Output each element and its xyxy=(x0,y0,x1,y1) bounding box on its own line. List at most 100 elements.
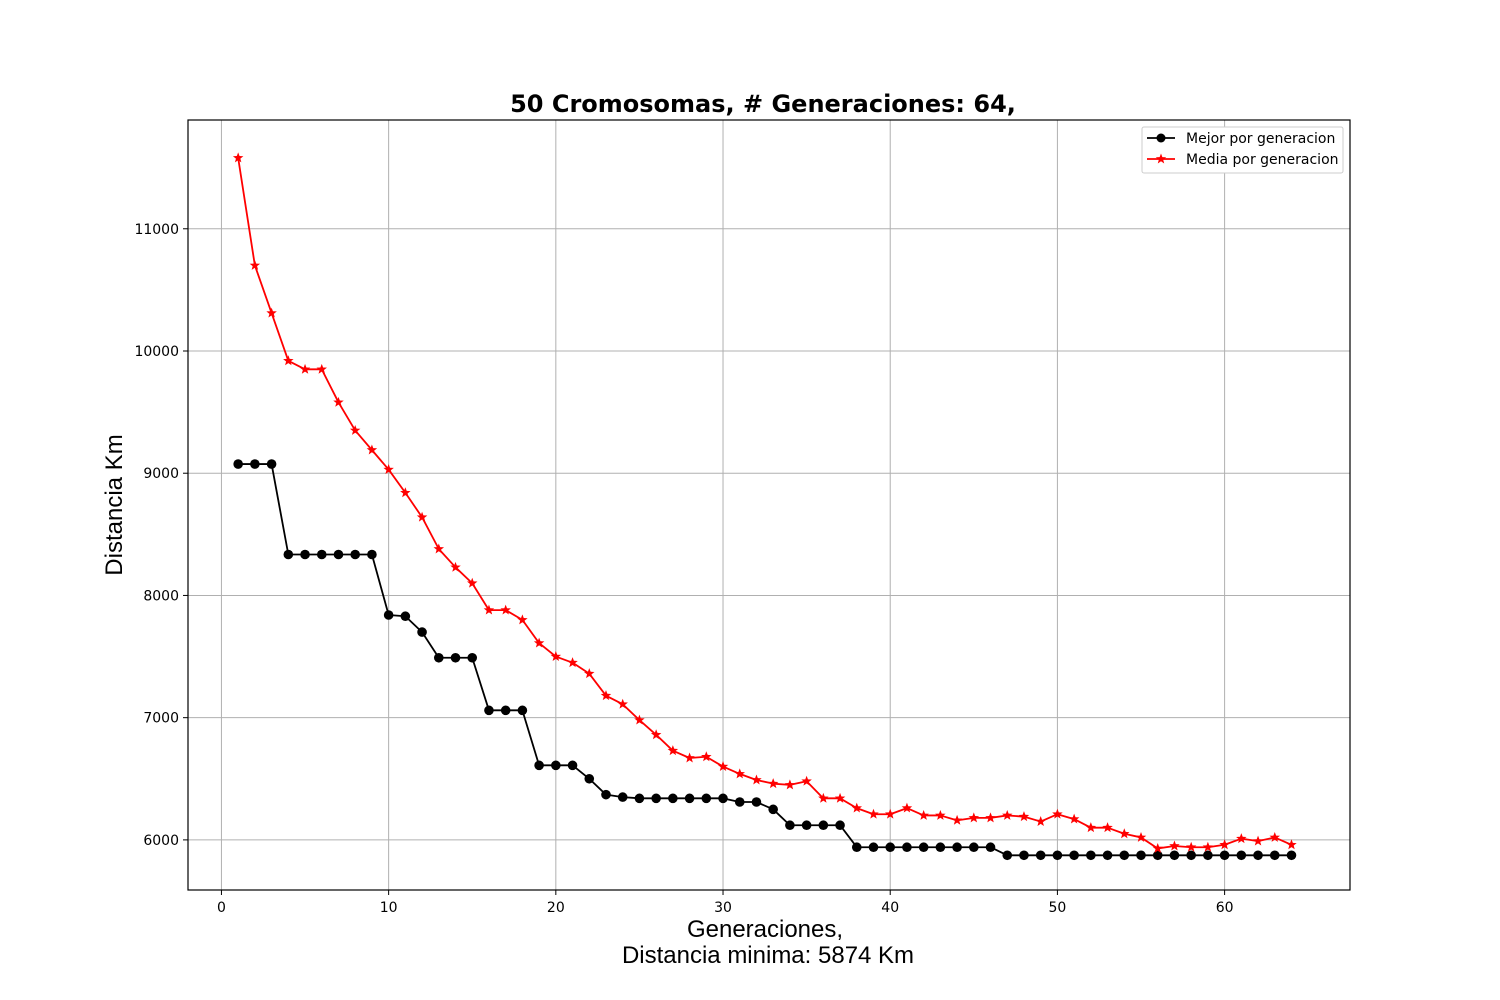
data-point-mean xyxy=(767,778,779,789)
data-point-mean xyxy=(968,812,980,823)
data-point-best xyxy=(1186,850,1196,861)
x-tick-label: 0 xyxy=(217,900,226,916)
data-point-mean xyxy=(249,259,261,270)
data-point-best xyxy=(801,820,812,831)
data-point-mean xyxy=(366,444,378,455)
data-point-mean xyxy=(400,487,411,498)
data-point-best xyxy=(868,842,879,853)
x-tick-label: 20 xyxy=(547,900,565,916)
data-point-best xyxy=(935,842,946,853)
data-point-mean xyxy=(550,651,562,662)
data-point-mean xyxy=(349,424,361,435)
data-point-best xyxy=(584,773,595,784)
data-point-best xyxy=(283,549,294,560)
data-point-mean xyxy=(751,774,762,785)
data-point-best xyxy=(316,549,327,560)
data-point-mean xyxy=(701,751,712,762)
y-tick-label: 6000 xyxy=(143,833,179,849)
data-point-mean xyxy=(634,714,645,725)
data-point-mean xyxy=(517,614,528,625)
data-point-best xyxy=(300,549,310,560)
data-point-best xyxy=(266,459,277,469)
data-point-best xyxy=(433,652,444,663)
data-point-best xyxy=(835,820,845,831)
data-point-mean xyxy=(784,779,796,790)
data-point-mean xyxy=(1152,842,1163,853)
data-point-mean xyxy=(1119,828,1130,839)
x-tick-label: 60 xyxy=(1216,900,1234,916)
data-point-mean xyxy=(684,752,695,763)
data-point-best xyxy=(367,549,377,560)
y-tick-label: 9000 xyxy=(143,466,179,482)
ticks: 0 10 20 30 40 50 60 6000 7000 8000 9000 10000 11000 xyxy=(134,222,1233,916)
data-point-best xyxy=(484,705,494,716)
data-point-best xyxy=(534,760,544,771)
data-point-best xyxy=(684,793,695,804)
data-point-mean xyxy=(868,808,879,819)
data-point-best xyxy=(383,610,394,620)
data-point-mean xyxy=(617,698,628,709)
data-point-mean xyxy=(1286,839,1297,850)
x-tick-label: 30 xyxy=(714,900,732,916)
data-point-mean xyxy=(1185,841,1197,852)
data-point-best xyxy=(1269,850,1280,861)
legend-marker-best xyxy=(1156,133,1166,143)
data-point-mean xyxy=(650,729,662,740)
series-line-best xyxy=(238,463,1292,857)
data-point-mean xyxy=(1068,813,1080,824)
x-tick-label: 50 xyxy=(1048,900,1066,916)
data-point-mean xyxy=(935,809,946,820)
data-point-best xyxy=(818,820,829,831)
data-point-mean xyxy=(600,690,612,701)
data-point-mean xyxy=(884,808,896,819)
data-point-mean xyxy=(483,604,495,615)
data-point-best xyxy=(851,842,862,853)
y-tick-label: 10000 xyxy=(134,344,179,360)
data-point-mean xyxy=(1202,841,1214,852)
data-point-mean xyxy=(500,604,511,615)
data-point-mean xyxy=(667,745,679,756)
data-point-mean xyxy=(1052,808,1063,819)
y-tick-label: 7000 xyxy=(143,711,179,727)
data-point-mean xyxy=(717,761,729,772)
data-point-best xyxy=(734,797,745,807)
data-point-best xyxy=(567,760,578,771)
data-point-best xyxy=(1019,850,1029,861)
legend-star-shape xyxy=(1155,153,1167,164)
data-point-best xyxy=(952,842,962,853)
legend-marker-mean xyxy=(1155,153,1167,164)
y-axis-label: Distancia Km xyxy=(101,434,128,575)
x-axis-sublabel: Distancia minima: 5874 Km xyxy=(622,942,914,969)
data-point-best xyxy=(517,705,528,716)
data-point-best xyxy=(1169,850,1180,861)
data-point-mean xyxy=(1035,816,1046,827)
data-point-best xyxy=(1203,850,1213,861)
data-point-mean xyxy=(416,511,428,522)
data-point-mean xyxy=(901,802,913,813)
data-point-mean xyxy=(851,802,863,813)
data-point-best xyxy=(450,652,461,663)
data-point-best xyxy=(1136,850,1146,861)
data-point-mean xyxy=(1002,809,1013,820)
x-tick-label: 40 xyxy=(881,900,899,916)
data-point-mean xyxy=(584,668,595,679)
chart-title: 50 Cromosomas, # Generaciones: 64, xyxy=(510,90,1016,118)
data-point-mean xyxy=(1135,831,1147,842)
data-point-best xyxy=(1152,850,1163,861)
data-point-mean xyxy=(232,152,244,163)
data-point-mean xyxy=(1252,835,1264,846)
data-point-best xyxy=(668,793,678,804)
data-point-mean xyxy=(266,307,277,318)
legend-label-best: Mejor por generacion xyxy=(1186,131,1335,147)
data-point-best xyxy=(1119,850,1130,861)
data-point-best xyxy=(400,611,411,622)
legend-label-mean: Media por generacion xyxy=(1186,152,1339,168)
data-point-best xyxy=(417,627,427,637)
data-point-best xyxy=(1236,850,1247,861)
plot-frame xyxy=(187,119,1351,891)
data-point-mean xyxy=(1269,831,1280,842)
data-point-mean xyxy=(316,363,327,374)
data-point-best xyxy=(902,842,912,853)
data-point-mean xyxy=(918,809,929,820)
